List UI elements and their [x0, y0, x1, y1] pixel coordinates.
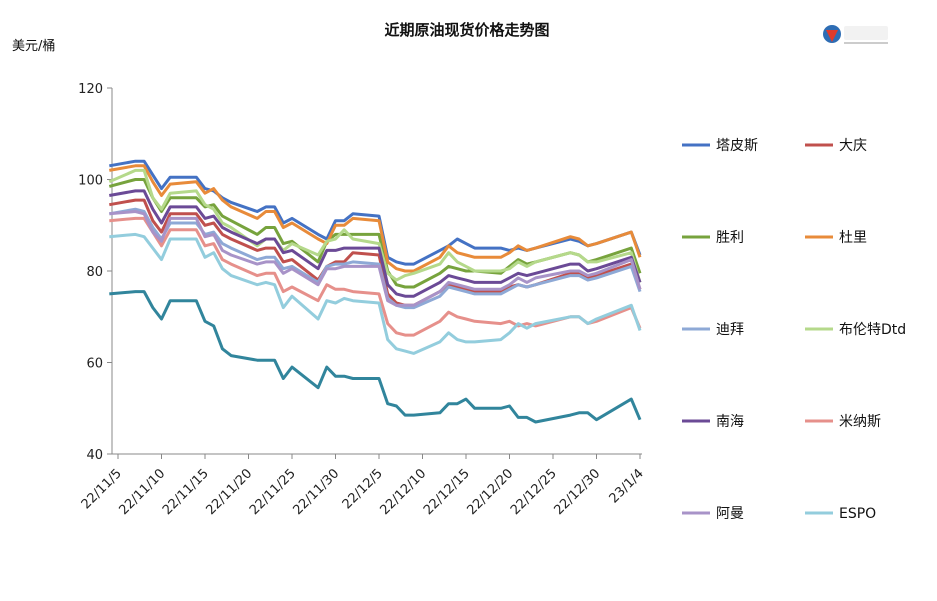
x-tick-label: 22/12/10 [377, 466, 429, 518]
legend-label: 胜利 [716, 230, 744, 246]
x-tick-label: 22/11/25 [247, 466, 299, 518]
legend-label: 大庆 [839, 138, 867, 154]
series-line-8 [109, 216, 642, 337]
legend-label: 塔皮斯 [716, 138, 758, 154]
x-tick-label: 23/1/4 [607, 466, 647, 506]
chart-title: 近期原油现货价格走势图 [384, 21, 549, 39]
x-tick-label: 22/12/30 [551, 466, 603, 518]
x-tick-label: 22/11/15 [160, 466, 212, 518]
x-tick-label: 22/12/15 [421, 466, 473, 518]
y-axis-ticks: 40 60 80 100 120 [78, 82, 112, 463]
x-tick-label: 22/12/25 [508, 466, 560, 518]
series-line-7 [109, 189, 642, 298]
series-line-11 [109, 290, 642, 424]
y-tick-label: 100 [78, 174, 103, 189]
y-tick-label: 80 [86, 265, 103, 280]
x-tick-label: 22/11/20 [203, 466, 255, 518]
legend-label: ESPO [839, 506, 876, 522]
legend-label: 布伦特Dtd [839, 322, 906, 338]
series-line-6 [108, 168, 642, 283]
x-tick-label: 22/11/10 [116, 466, 168, 518]
x-axis-ticks: 22/11/522/11/1022/11/1522/11/2022/11/252… [79, 454, 647, 518]
plot-axes [111, 88, 642, 455]
series-line-4 [109, 164, 642, 273]
x-tick-label: 22/11/30 [290, 466, 342, 518]
legend-label: 迪拜 [716, 322, 744, 338]
legend-label: 米纳斯 [839, 414, 881, 430]
logo [823, 25, 888, 44]
y-tick-label: 120 [78, 82, 103, 97]
series-line-9 [109, 210, 642, 307]
series-line-3 [108, 178, 642, 289]
y-tick-label: 60 [86, 357, 103, 372]
y-axis-unit-label: 美元/桶 [12, 39, 55, 54]
legend-label: 杜里 [839, 230, 867, 246]
series-line-10 [109, 232, 642, 355]
legend-label: 南海 [716, 414, 744, 430]
y-tick-label: 40 [86, 448, 103, 463]
plot-series [108, 159, 642, 424]
legend-label: 阿曼 [716, 506, 744, 522]
x-tick-label: 22/12/20 [464, 466, 516, 518]
